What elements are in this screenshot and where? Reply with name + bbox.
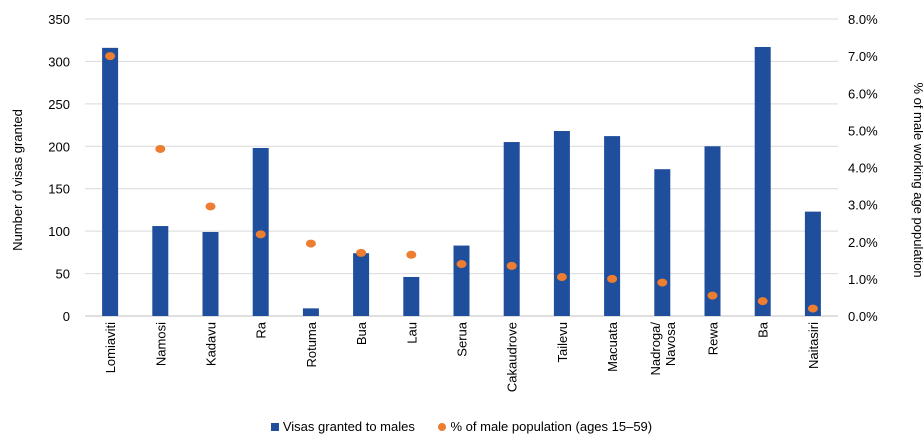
bar <box>754 47 771 316</box>
x-tick-label-line: Cakaudrove <box>505 322 520 392</box>
dot-series <box>105 52 818 313</box>
dot <box>105 52 116 61</box>
bar <box>102 47 119 316</box>
dot <box>506 261 517 270</box>
x-tick-label: Ba <box>756 321 771 338</box>
bar <box>604 136 621 316</box>
x-tick-label-line: Tailevu <box>555 322 570 362</box>
left-tick-label: 200 <box>48 139 70 154</box>
x-tick-label: Serua <box>455 321 470 356</box>
right-tick-label: 4.0% <box>848 161 878 176</box>
left-axis-ticks: 0 50 100 150 200 250 300 350 <box>48 12 70 324</box>
x-tick-label: Rewa <box>706 321 721 355</box>
x-tick-label: Macuata <box>605 321 620 372</box>
x-tick-label-line: Lau <box>404 322 419 344</box>
legend-dot-swatch <box>438 423 447 431</box>
x-tick-label-line: Rewa <box>706 321 721 355</box>
legend-item-percent: % of male population (ages 15–59) <box>438 419 652 434</box>
legend: Visas granted to males % of male populat… <box>0 419 923 434</box>
x-tick-label: Lomiaviti <box>103 322 118 373</box>
legend-item-visas: Visas granted to males <box>270 419 415 434</box>
dot <box>757 297 768 306</box>
x-tick-label: Namosi <box>153 322 168 366</box>
x-tick-label: Rotuma <box>304 321 319 367</box>
bar <box>202 231 219 316</box>
legend-label-percent: % of male population (ages 15–59) <box>450 419 653 434</box>
chart: 0 50 100 150 200 250 300 350 0.0% 1.0% 2.0% 3.0% 4.… <box>10 12 923 392</box>
bar <box>453 245 470 316</box>
bar <box>503 142 520 316</box>
dot <box>406 250 417 259</box>
x-tick-label: Cakaudrove <box>505 322 520 392</box>
legend-bar-swatch <box>270 423 279 431</box>
x-tick-label: Lau <box>404 322 419 344</box>
bar-series <box>102 47 821 316</box>
right-tick-label: 6.0% <box>848 86 878 101</box>
dot <box>607 274 618 283</box>
x-tick-label: Tailevu <box>555 322 570 362</box>
dot <box>356 248 367 257</box>
x-tick-label-line: Lomiaviti <box>103 322 118 373</box>
x-tick-label: Bua <box>354 321 369 345</box>
left-tick-label: 0 <box>63 309 70 324</box>
bar <box>403 276 420 316</box>
x-tick-label-line: Serua <box>455 321 470 356</box>
right-tick-label: 7.0% <box>848 49 878 64</box>
dot <box>456 260 467 269</box>
bar <box>553 131 570 316</box>
right-tick-label: 8.0% <box>848 12 878 27</box>
x-tick-label-line: Ra <box>254 321 269 338</box>
dot <box>155 144 166 153</box>
x-tick-label-line: Namosi <box>153 322 168 366</box>
dot <box>556 273 567 282</box>
legend-label-visas: Visas granted to males <box>282 419 415 434</box>
right-tick-label: 5.0% <box>848 123 878 138</box>
left-tick-label: 350 <box>48 12 70 27</box>
x-tick-label-line: Nadroga/ <box>648 322 663 376</box>
x-tick-label-line: Bua <box>354 321 369 345</box>
bar <box>804 211 821 316</box>
x-tick-label-line: Ba <box>756 321 771 338</box>
x-tick-label: Ra <box>254 321 269 338</box>
x-tick-label: Nadroga/Navosa <box>648 321 678 375</box>
x-tick-label-line: Macuata <box>605 321 620 372</box>
right-axis-title: % of male working age population <box>911 82 923 277</box>
bar <box>654 169 671 316</box>
bar <box>704 146 721 316</box>
dot <box>657 278 668 287</box>
x-axis-labels: Lomiaviti Namosi Kadavu Ra Rotuma Bua Lau Serua… <box>103 321 821 392</box>
x-tick-label-line: Navosa <box>663 321 678 366</box>
left-tick-label: 100 <box>48 224 70 239</box>
left-tick-label: 250 <box>48 97 70 112</box>
left-axis-title: Number of visas granted <box>10 109 25 251</box>
x-tick-label: Kadavu <box>204 322 219 366</box>
right-tick-label: 0.0% <box>848 309 878 324</box>
left-tick-label: 150 <box>48 182 70 197</box>
x-tick-label-line: Naitasiri <box>806 322 821 369</box>
x-tick-label-line: Rotuma <box>304 321 319 367</box>
dot <box>205 202 216 211</box>
right-tick-label: 3.0% <box>848 198 878 213</box>
bar <box>353 253 370 316</box>
dot <box>255 230 266 239</box>
right-tick-label: 2.0% <box>848 235 878 250</box>
bar <box>152 226 169 316</box>
dot <box>807 304 818 313</box>
left-tick-label: 50 <box>56 267 70 282</box>
bar <box>302 308 319 316</box>
left-tick-label: 300 <box>48 54 70 69</box>
right-tick-label: 1.0% <box>848 272 878 287</box>
x-tick-label-line: Kadavu <box>204 322 219 366</box>
x-tick-label: Naitasiri <box>806 322 821 369</box>
dot <box>305 239 316 248</box>
dot <box>707 291 718 300</box>
right-axis-ticks: 0.0% 1.0% 2.0% 3.0% 4.0% 5.0% 6.0% 7.0% 8.0% <box>848 12 878 324</box>
